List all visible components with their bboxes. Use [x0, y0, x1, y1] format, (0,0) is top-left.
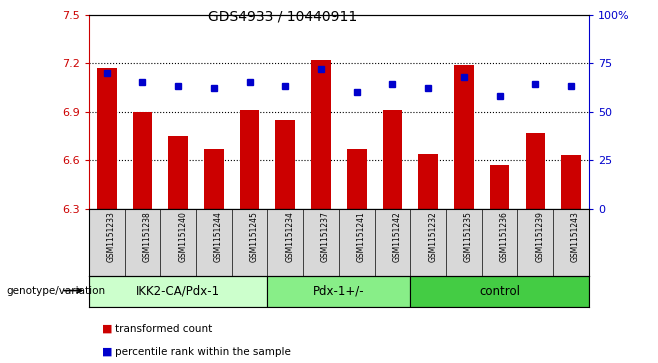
Bar	[168, 136, 188, 209]
Text: ■: ■	[102, 347, 113, 357]
Text: percentile rank within the sample: percentile rank within the sample	[115, 347, 291, 357]
Text: GSM1151235: GSM1151235	[464, 211, 473, 262]
Bar	[561, 155, 581, 209]
Text: GSM1151241: GSM1151241	[357, 211, 366, 262]
Bar	[382, 110, 402, 209]
Text: GSM1151236: GSM1151236	[499, 211, 509, 262]
Text: IKK2-CA/Pdx-1: IKK2-CA/Pdx-1	[136, 285, 220, 298]
Text: control: control	[479, 285, 520, 298]
Text: Pdx-1+/-: Pdx-1+/-	[313, 285, 365, 298]
Text: GSM1151237: GSM1151237	[321, 211, 330, 262]
Text: GSM1151240: GSM1151240	[178, 211, 187, 262]
Bar	[411, 276, 589, 307]
Bar	[97, 68, 116, 209]
Text: GSM1151239: GSM1151239	[536, 211, 544, 262]
Bar	[347, 149, 367, 209]
Text: GSM1151234: GSM1151234	[286, 211, 294, 262]
Text: transformed count: transformed count	[115, 323, 213, 334]
Text: GSM1151243: GSM1151243	[571, 211, 580, 262]
Bar	[418, 154, 438, 209]
Text: ■: ■	[102, 323, 113, 334]
Bar	[133, 111, 152, 209]
Text: GSM1151238: GSM1151238	[142, 211, 151, 262]
Bar	[526, 132, 545, 209]
Bar	[311, 60, 331, 209]
Text: GSM1151245: GSM1151245	[249, 211, 259, 262]
Bar	[454, 65, 474, 209]
Text: GSM1151232: GSM1151232	[428, 211, 437, 262]
Text: genotype/variation: genotype/variation	[7, 286, 106, 296]
Bar	[204, 149, 224, 209]
Bar	[276, 120, 295, 209]
Text: GDS4933 / 10440911: GDS4933 / 10440911	[209, 9, 357, 23]
Text: GSM1151242: GSM1151242	[392, 211, 401, 262]
Bar	[267, 276, 411, 307]
Text: GSM1151233: GSM1151233	[107, 211, 116, 262]
Bar	[240, 110, 259, 209]
Text: GSM1151244: GSM1151244	[214, 211, 223, 262]
Bar	[89, 276, 267, 307]
Bar	[490, 165, 509, 209]
